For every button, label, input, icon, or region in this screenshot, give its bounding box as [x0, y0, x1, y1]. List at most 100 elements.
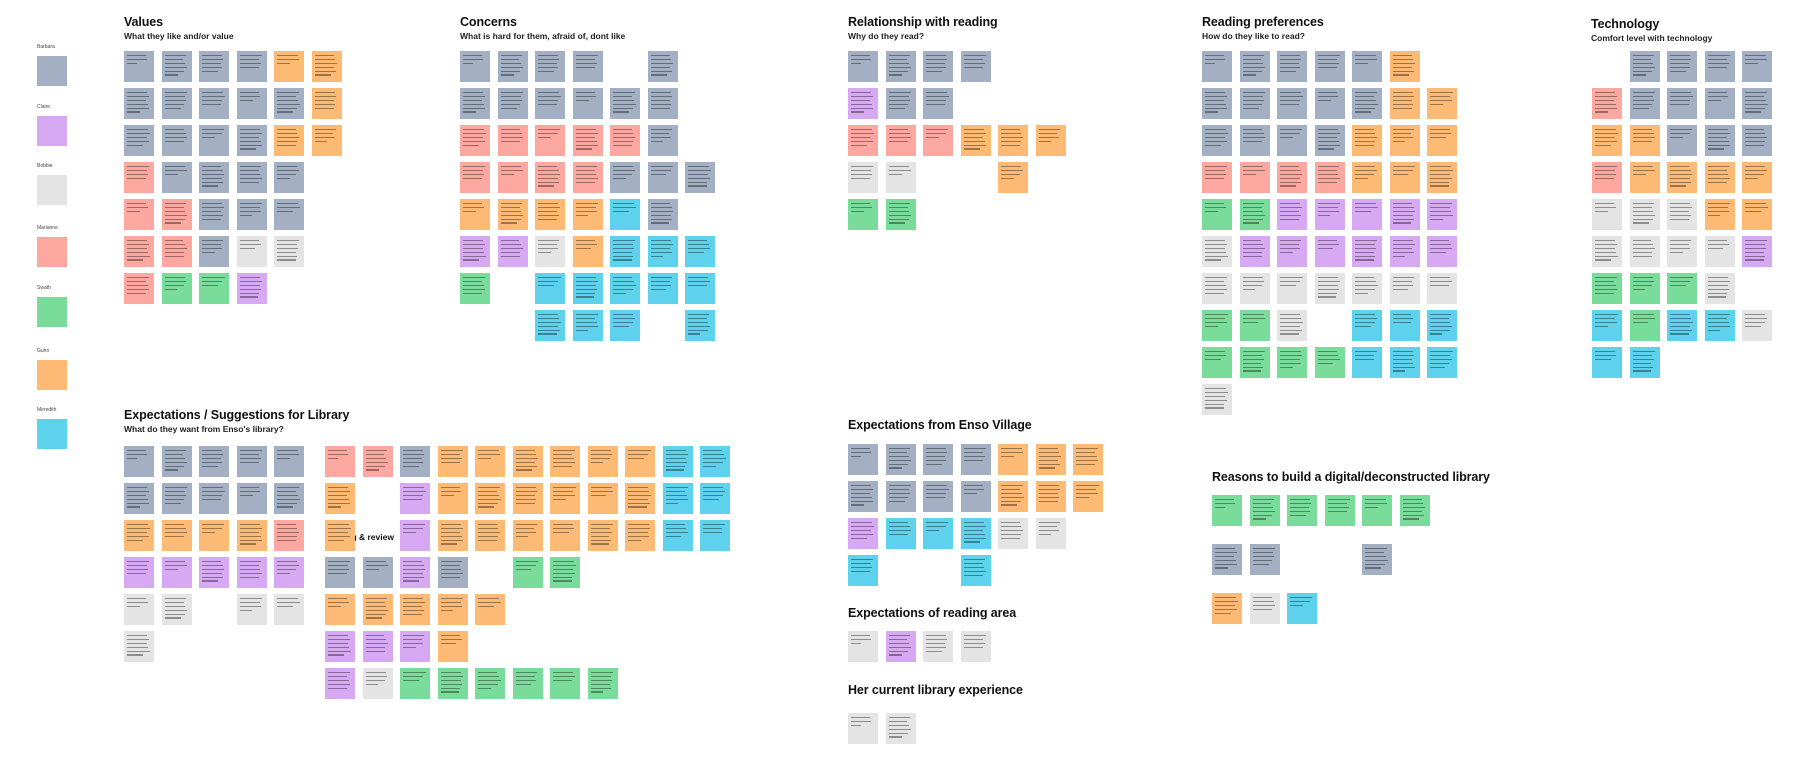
- sticky-note-marianne[interactable]: [1239, 162, 1270, 193]
- sticky-note-claire[interactable]: [362, 631, 393, 662]
- sticky-note-meredith[interactable]: [685, 273, 715, 304]
- sticky-note-barbara[interactable]: [236, 51, 267, 82]
- sticky-note-barbara[interactable]: [885, 51, 916, 82]
- sticky-note-bobbie[interactable]: [1704, 236, 1735, 267]
- sticky-note-claire[interactable]: [124, 557, 154, 588]
- sticky-note-meredith[interactable]: [662, 520, 693, 551]
- sticky-note-meredith[interactable]: [685, 310, 715, 341]
- sticky-note-swath[interactable]: [1249, 495, 1280, 526]
- sticky-note-swath[interactable]: [1592, 273, 1622, 304]
- sticky-note-claire[interactable]: [236, 557, 267, 588]
- sticky-note-barbara[interactable]: [535, 88, 565, 119]
- sticky-note-swath[interactable]: [1239, 347, 1270, 378]
- sticky-note-bobbie[interactable]: [1592, 199, 1622, 230]
- sticky-note-bobbie[interactable]: [998, 518, 1028, 549]
- sticky-note-meredith[interactable]: [1352, 347, 1382, 378]
- sticky-note-barbara[interactable]: [1667, 51, 1697, 82]
- sticky-note-marianne[interactable]: [497, 162, 528, 193]
- sticky-note-barbara[interactable]: [885, 444, 916, 475]
- sticky-note-barbara[interactable]: [885, 481, 916, 512]
- sticky-note-barbara[interactable]: [124, 125, 154, 156]
- sticky-note-gunn[interactable]: [1427, 162, 1457, 193]
- legend-item-bobbie[interactable]: Bobbie: [37, 163, 97, 205]
- sticky-note-gunn[interactable]: [400, 594, 430, 625]
- sticky-note-gunn[interactable]: [1035, 125, 1066, 156]
- sticky-note-swath[interactable]: [885, 199, 916, 230]
- sticky-note-bobbie[interactable]: [848, 162, 878, 193]
- sticky-note-bobbie[interactable]: [236, 236, 267, 267]
- sticky-note-gunn[interactable]: [124, 520, 154, 551]
- sticky-note-gunn[interactable]: [1073, 481, 1103, 512]
- sticky-note-claire[interactable]: [1314, 199, 1345, 230]
- sticky-note-gunn[interactable]: [1389, 88, 1420, 119]
- sticky-note-gunn[interactable]: [535, 199, 565, 230]
- sticky-note-gunn[interactable]: [512, 483, 543, 514]
- sticky-note-meredith[interactable]: [923, 518, 953, 549]
- sticky-note-meredith[interactable]: [1629, 347, 1660, 378]
- sticky-note-swath[interactable]: [1239, 310, 1270, 341]
- sticky-note-gunn[interactable]: [1427, 125, 1457, 156]
- sticky-note-claire[interactable]: [497, 236, 528, 267]
- sticky-note-marianne[interactable]: [610, 125, 640, 156]
- sticky-note-bobbie[interactable]: [1277, 273, 1307, 304]
- sticky-note-swath[interactable]: [1202, 199, 1232, 230]
- sticky-note-barbara[interactable]: [1704, 125, 1735, 156]
- sticky-note-barbara[interactable]: [647, 162, 678, 193]
- sticky-note-meredith[interactable]: [685, 236, 715, 267]
- sticky-note-swath[interactable]: [1212, 495, 1242, 526]
- sticky-note-swath[interactable]: [400, 668, 430, 699]
- sticky-note-barbara[interactable]: [124, 51, 154, 82]
- sticky-note-bobbie[interactable]: [1629, 199, 1660, 230]
- sticky-note-barbara[interactable]: [1742, 88, 1772, 119]
- sticky-note-barbara[interactable]: [124, 483, 154, 514]
- sticky-note-barbara[interactable]: [1202, 125, 1232, 156]
- sticky-note-barbara[interactable]: [1704, 51, 1735, 82]
- sticky-note-barbara[interactable]: [1239, 125, 1270, 156]
- sticky-note-claire[interactable]: [400, 631, 430, 662]
- sticky-note-barbara[interactable]: [1314, 88, 1345, 119]
- sticky-note-swath[interactable]: [587, 668, 618, 699]
- sticky-note-marianne[interactable]: [161, 236, 192, 267]
- sticky-note-swath[interactable]: [512, 668, 543, 699]
- sticky-note-claire[interactable]: [848, 518, 878, 549]
- sticky-note-gunn[interactable]: [550, 520, 580, 551]
- sticky-note-claire[interactable]: [1389, 236, 1420, 267]
- sticky-note-barbara[interactable]: [236, 199, 267, 230]
- sticky-note-barbara[interactable]: [236, 125, 267, 156]
- sticky-note-bobbie[interactable]: [848, 631, 878, 662]
- sticky-note-gunn[interactable]: [512, 520, 543, 551]
- sticky-note-gunn[interactable]: [625, 483, 655, 514]
- sticky-note-meredith[interactable]: [535, 273, 565, 304]
- sticky-note-swath[interactable]: [848, 199, 878, 230]
- sticky-note-bobbie[interactable]: [1667, 199, 1697, 230]
- sticky-note-swath[interactable]: [550, 557, 580, 588]
- sticky-note-meredith[interactable]: [700, 446, 730, 477]
- sticky-note-swath[interactable]: [512, 557, 543, 588]
- sticky-note-bobbie[interactable]: [124, 594, 154, 625]
- sticky-note-swath[interactable]: [1202, 347, 1232, 378]
- sticky-note-barbara[interactable]: [199, 483, 229, 514]
- sticky-note-marianne[interactable]: [274, 520, 304, 551]
- sticky-note-gunn[interactable]: [325, 520, 355, 551]
- sticky-note-barbara[interactable]: [199, 236, 229, 267]
- sticky-note-claire[interactable]: [460, 236, 490, 267]
- sticky-note-barbara[interactable]: [1249, 544, 1280, 575]
- sticky-note-claire[interactable]: [1389, 199, 1420, 230]
- sticky-note-marianne[interactable]: [535, 125, 565, 156]
- sticky-note-gunn[interactable]: [960, 125, 991, 156]
- sticky-note-barbara[interactable]: [460, 51, 490, 82]
- sticky-note-swath[interactable]: [1202, 310, 1232, 341]
- sticky-note-barbara[interactable]: [1667, 125, 1697, 156]
- sticky-note-claire[interactable]: [325, 631, 355, 662]
- sticky-note-gunn[interactable]: [587, 446, 618, 477]
- sticky-note-meredith[interactable]: [885, 518, 916, 549]
- sticky-note-barbara[interactable]: [400, 446, 430, 477]
- legend-item-barbara[interactable]: Barbara: [37, 44, 97, 86]
- sticky-note-barbara[interactable]: [161, 162, 192, 193]
- sticky-note-marianne[interactable]: [124, 199, 154, 230]
- sticky-note-barbara[interactable]: [610, 88, 640, 119]
- sticky-note-barbara[interactable]: [1629, 88, 1660, 119]
- sticky-note-barbara[interactable]: [923, 481, 953, 512]
- sticky-note-swath[interactable]: [550, 668, 580, 699]
- sticky-note-gunn[interactable]: [1427, 88, 1457, 119]
